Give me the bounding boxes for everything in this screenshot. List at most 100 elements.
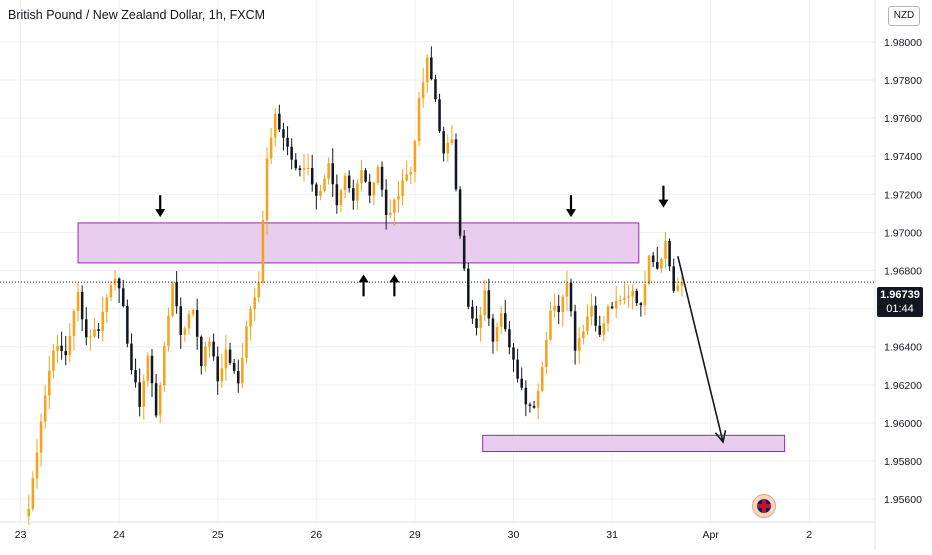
candle-body	[179, 306, 183, 336]
candle	[68, 323, 72, 363]
uk-flag-icon[interactable]	[752, 494, 776, 518]
candle	[352, 179, 355, 210]
candle	[163, 341, 166, 392]
candle	[372, 181, 376, 206]
candle-body	[545, 339, 548, 368]
candle	[360, 159, 363, 192]
candle	[154, 374, 158, 418]
candle	[660, 257, 663, 273]
candle	[536, 383, 540, 420]
candle	[643, 270, 647, 316]
candle-body	[602, 323, 606, 335]
candle-body	[668, 240, 671, 267]
candle	[347, 170, 351, 193]
price-tag-countdown: 01:44	[886, 303, 914, 315]
candle	[224, 335, 228, 381]
candle-body	[97, 329, 100, 331]
candle-body	[565, 282, 569, 297]
candle	[60, 331, 63, 360]
arrow-down-icon	[155, 195, 166, 218]
candle-body	[158, 385, 162, 416]
candle	[594, 296, 597, 332]
candle-body	[635, 290, 639, 304]
candle	[113, 270, 117, 291]
arrow-up-icon	[358, 274, 369, 297]
candle-body	[434, 79, 437, 100]
projection-arrow-head	[714, 430, 727, 444]
candle	[109, 281, 113, 302]
candle	[56, 334, 59, 363]
candle	[471, 299, 474, 324]
candle	[450, 124, 454, 146]
candle-body	[364, 170, 367, 182]
candle-body	[290, 146, 293, 160]
candle-body	[142, 380, 146, 407]
candle	[651, 252, 655, 268]
candle	[80, 285, 84, 332]
candle-body	[261, 219, 265, 283]
candle	[672, 258, 675, 294]
candle	[364, 167, 367, 183]
y-tick-label: 1.97000	[884, 227, 922, 239]
candle-body	[467, 268, 470, 307]
x-tick-label: 31	[606, 529, 618, 541]
candle-body	[80, 291, 84, 320]
candle	[602, 316, 606, 342]
candle-body	[327, 163, 330, 179]
candle	[475, 305, 478, 336]
candle-body	[257, 282, 261, 298]
candle-body	[660, 258, 663, 269]
candle-body	[52, 350, 55, 371]
candle-body	[651, 255, 655, 263]
candle-body	[549, 310, 552, 340]
candle-body	[540, 367, 544, 391]
candle	[368, 173, 371, 204]
candle-body	[619, 299, 622, 301]
candle	[582, 324, 585, 345]
price-tag-value: 1.96739	[880, 289, 920, 301]
candle	[257, 271, 261, 303]
candle	[150, 348, 154, 397]
candle	[130, 333, 133, 375]
candle-body	[146, 355, 150, 381]
candle-body	[656, 262, 659, 269]
price-tag: 1.96739 01:44	[877, 287, 923, 317]
candle	[97, 322, 100, 339]
candle-body	[286, 137, 289, 147]
candle	[167, 307, 170, 352]
candle	[269, 128, 273, 165]
candle-body	[561, 296, 565, 313]
candle-body	[421, 82, 425, 99]
currency-badge[interactable]: NZD	[888, 6, 920, 26]
candle	[512, 343, 515, 372]
y-tick-label: 1.96200	[884, 380, 922, 392]
candle	[220, 353, 224, 388]
candle-body	[105, 297, 109, 312]
y-tick-label: 1.97800	[884, 75, 922, 87]
candle-body	[672, 266, 675, 291]
candle	[331, 148, 335, 197]
y-tick-label: 1.97400	[884, 151, 922, 163]
candle-body	[532, 405, 536, 408]
candle-body	[598, 325, 602, 335]
candle-body	[117, 278, 121, 289]
candle	[319, 184, 322, 201]
candle	[200, 335, 203, 375]
candle-body	[577, 338, 581, 351]
candle	[121, 279, 125, 308]
candle	[335, 174, 339, 214]
y-tick-label: 1.97200	[884, 189, 922, 201]
candle-body	[360, 170, 363, 184]
candle-body	[647, 255, 651, 285]
candle	[458, 186, 462, 239]
candle	[35, 438, 39, 489]
candle-body	[450, 139, 454, 143]
candle-body	[401, 180, 404, 197]
candle	[175, 271, 178, 314]
projection-arrow-line	[677, 256, 724, 443]
candle-body	[228, 349, 232, 363]
candle	[487, 278, 491, 327]
candle	[84, 307, 88, 346]
